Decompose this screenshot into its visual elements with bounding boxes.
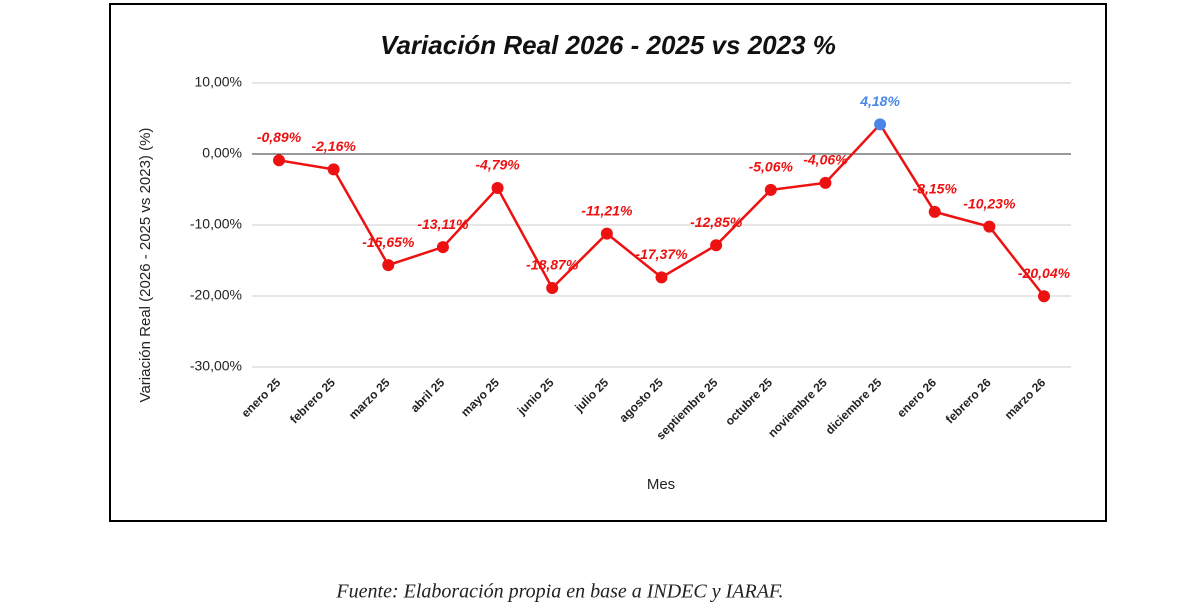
point	[655, 271, 668, 284]
data-label: -4,06%	[803, 152, 848, 168]
point	[819, 176, 832, 189]
data-label: 4,18%	[859, 93, 900, 109]
point	[983, 220, 996, 233]
point	[874, 118, 887, 131]
point	[1038, 290, 1050, 303]
y-tick-label: 10,00%	[195, 74, 242, 90]
chart-title: Variación Real 2026 - 2025 vs 2023 %	[380, 30, 836, 60]
point	[546, 281, 559, 294]
point	[928, 205, 941, 218]
point	[491, 182, 504, 195]
data-label: -18,87%	[526, 257, 579, 273]
data-label: -13,11%	[417, 216, 469, 232]
point	[382, 259, 395, 272]
data-label: -8,15%	[913, 181, 958, 197]
y-axis-label: Variación Real (2026 - 2025 vs 2023) (%)	[137, 128, 154, 403]
y-tick-label: -10,00%	[190, 216, 242, 232]
data-label: -15,65%	[362, 234, 415, 250]
point	[710, 239, 723, 252]
point	[436, 241, 449, 254]
y-tick-label: -20,00%	[190, 287, 242, 303]
y-tick-label: -30,00%	[190, 358, 242, 374]
caption: Fuente: Elaboración propia en base a IND…	[335, 581, 783, 603]
chart-frame	[109, 3, 1107, 522]
data-label: -10,23%	[963, 195, 1016, 211]
data-label: -2,16%	[311, 138, 356, 154]
data-label: -5,06%	[749, 159, 794, 175]
data-label: -4,79%	[475, 157, 520, 173]
data-label: -12,85%	[690, 214, 743, 230]
data-label: -17,37%	[635, 246, 688, 262]
point	[600, 227, 613, 240]
x-axis-label: Mes	[647, 476, 675, 493]
point	[327, 163, 340, 176]
point	[273, 154, 285, 167]
point	[764, 183, 777, 196]
data-label: -20,04%	[1018, 265, 1071, 281]
data-label: -11,21%	[581, 202, 633, 218]
data-label: -0,89%	[257, 129, 302, 145]
y-tick-label: 0,00%	[202, 145, 242, 161]
